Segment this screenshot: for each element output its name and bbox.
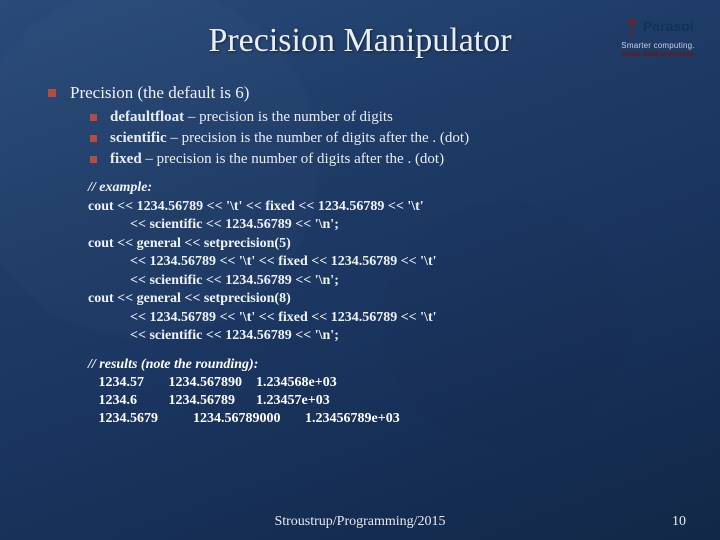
result-row-3: 1234.5679 1234.56789000 1.23456789e+03 — [88, 411, 400, 426]
code-l1a: cout << 1234.56789 << '\t' << fixed << 1… — [88, 199, 424, 214]
footer-text: Stroustrup/Programming/2015 — [0, 514, 720, 530]
bullet-defaultfloat: defaultfloat – precision is the number o… — [90, 108, 690, 127]
bullet-fixed: fixed – precision is the number of digit… — [90, 150, 690, 169]
slide-title: Precision Manipulator — [0, 22, 720, 60]
code-l3c: << scientific << 1234.56789 << '\n'; — [88, 328, 339, 343]
code-l2c: << scientific << 1234.56789 << '\n'; — [88, 273, 339, 288]
code-l2a: cout << general << setprecision(5) — [88, 236, 291, 251]
rest-scientific: – precision is the number of digits afte… — [167, 130, 469, 146]
code-comment: // example: — [88, 180, 152, 195]
term-fixed: fixed — [110, 151, 145, 167]
results-comment: // results (note the rounding): — [88, 357, 258, 372]
bullet-scientific: scientific – precision is the number of … — [90, 129, 690, 148]
bullet-precision: Precision (the default is 6) defaultfloa… — [48, 82, 690, 169]
results-block: // results (note the rounding): 1234.57 … — [88, 356, 690, 429]
result-row-2: 1234.6 1234.56789 1.23457e+03 — [88, 393, 330, 408]
slide: Parasol Smarter computing. Texas A&M Uni… — [0, 0, 720, 540]
code-l3b: << 1234.56789 << '\t' << fixed << 1234.5… — [88, 310, 437, 325]
bullet-precision-text: Precision (the default is 6) — [70, 83, 249, 102]
slide-body: Precision (the default is 6) defaultfloa… — [48, 82, 690, 428]
code-l2b: << 1234.56789 << '\t' << fixed << 1234.5… — [88, 254, 437, 269]
rest-defaultfloat: – precision is the number of digits — [184, 109, 393, 125]
term-scientific: scientific — [110, 130, 167, 146]
page-number: 10 — [672, 514, 686, 530]
code-l1b: << scientific << 1234.56789 << '\n'; — [88, 217, 339, 232]
result-row-1: 1234.57 1234.567890 1.234568e+03 — [88, 375, 337, 390]
code-example: // example: cout << 1234.56789 << '\t' <… — [88, 179, 690, 345]
code-l3a: cout << general << setprecision(8) — [88, 291, 291, 306]
term-defaultfloat: defaultfloat — [110, 109, 184, 125]
rest-fixed: – precision is the number of digits afte… — [145, 151, 444, 167]
